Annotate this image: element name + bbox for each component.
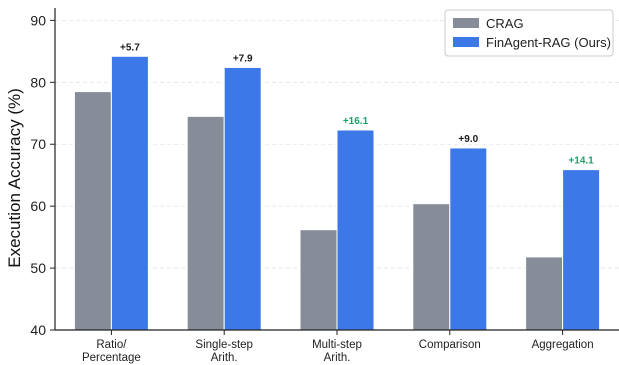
bar-finagent-4 bbox=[562, 169, 601, 331]
x-tick-label: Single-step Arith. bbox=[195, 339, 253, 364]
legend-swatch bbox=[453, 37, 479, 47]
x-tick-label: Comparison bbox=[419, 339, 481, 351]
y-axis-label: Execution Accuracy (%) bbox=[5, 88, 24, 268]
x-tick-label: Ratio/Percentage bbox=[82, 339, 141, 364]
x-tick-label: Multi-step Arith. bbox=[312, 339, 362, 364]
bar-crag-3 bbox=[412, 203, 451, 331]
improvement-label: +9.0 bbox=[458, 134, 478, 145]
legend-swatch bbox=[453, 18, 479, 28]
improvement-label: +7.9 bbox=[233, 53, 253, 64]
bar-crag-1 bbox=[186, 115, 225, 331]
bar-finagent-2 bbox=[336, 129, 375, 331]
y-tick-label: 60 bbox=[30, 198, 46, 214]
improvement-label: +5.7 bbox=[120, 42, 140, 53]
bar-finagent-0 bbox=[110, 55, 149, 331]
bar-crag-2 bbox=[299, 229, 338, 331]
legend-box bbox=[444, 9, 614, 57]
y-tick-label: 90 bbox=[30, 12, 46, 28]
improvement-label: +14.1 bbox=[568, 156, 594, 167]
bar-crag-0 bbox=[73, 91, 112, 331]
legend-label: FinAgent-RAG (Ours) bbox=[486, 35, 611, 50]
y-tick-label: 50 bbox=[30, 260, 46, 276]
improvement-label: +16.1 bbox=[343, 116, 369, 127]
bars-group bbox=[73, 55, 601, 331]
y-tick-label: 40 bbox=[30, 322, 46, 338]
y-tick-label: 70 bbox=[30, 136, 46, 152]
x-tick-label: Aggregation bbox=[532, 339, 594, 351]
axes-group: 40 50 60 70 80 90 Ratio/Percentage Single-step A… bbox=[30, 8, 619, 364]
y-tick-label: 80 bbox=[30, 74, 46, 90]
bar-finagent-1 bbox=[223, 66, 262, 331]
legend: CRAG FinAgent-RAG (Ours) bbox=[444, 9, 614, 57]
bar-crag-4 bbox=[525, 256, 564, 331]
legend-label: CRAG bbox=[486, 16, 524, 31]
annotations-group: +5.7 +7.9 +16.1 +9.0 +14.1 bbox=[120, 42, 594, 166]
bar-finagent-3 bbox=[449, 147, 488, 331]
